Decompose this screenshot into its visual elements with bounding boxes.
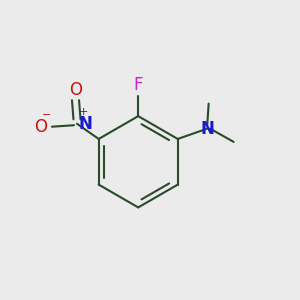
Text: N: N — [79, 115, 92, 133]
Text: +: + — [79, 107, 88, 117]
Text: O: O — [34, 118, 47, 136]
Text: −: − — [41, 110, 51, 120]
Text: F: F — [134, 76, 143, 94]
Text: O: O — [69, 81, 82, 99]
Text: N: N — [200, 120, 214, 138]
